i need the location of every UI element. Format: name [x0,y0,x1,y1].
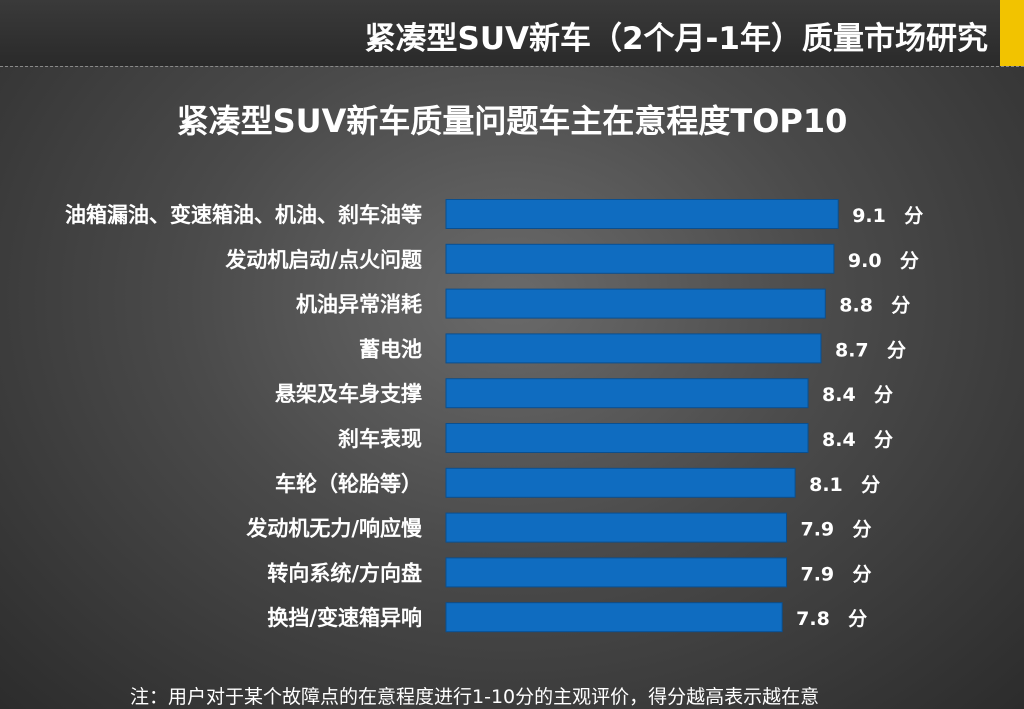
category-label: 换挡/变速箱异响 [267,606,422,630]
unit-label: 分 [904,205,923,227]
value-label: 8.4 [822,384,856,406]
footnote: 注：用户对于某个故障点的在意程度进行1-10分的主观评价，得分越高表示越在意 [130,686,820,708]
value-label: 7.9 [800,563,834,585]
bar [445,288,826,319]
category-label: 发动机启动/点火问题 [224,248,423,272]
chart-title: 紧凑型SUV新车质量问题车主在意程度TOP10 [176,102,848,140]
report-title: 紧凑型SUV新车（2个月-1年）质量市场研究 [364,21,989,57]
category-label: 刹车表现 [338,427,422,451]
bar [445,333,822,364]
category-label: 车轮（轮胎等） [275,472,422,496]
value-label: 8.1 [809,474,843,496]
bar [445,243,835,274]
unit-label: 分 [874,384,893,406]
unit-label: 分 [887,339,906,361]
value-label: 8.7 [835,339,869,361]
bar [445,602,783,633]
header-band [0,0,1024,66]
value-label: 8.8 [839,295,873,317]
unit-label: 分 [891,295,910,317]
category-label: 机油异常消耗 [296,293,422,317]
unit-label: 分 [861,474,880,496]
bar [445,423,809,453]
category-label: 悬架及车身支撑 [275,382,422,406]
bar [445,512,787,543]
bar [445,378,809,409]
bar [445,467,796,498]
unit-label: 分 [874,429,893,451]
value-label: 7.9 [800,519,834,541]
category-label: 转向系统/方向盘 [267,561,422,585]
unit-label: 分 [848,608,867,630]
unit-label: 分 [852,563,871,585]
header-divider [0,66,1024,68]
value-label: 9.1 [852,205,886,227]
bar [445,199,839,229]
category-label: 蓄电池 [359,337,422,361]
bar [445,557,787,588]
unit-label: 分 [852,519,871,541]
accent-bar [1000,0,1024,66]
value-label: 8.4 [822,429,856,451]
value-label: 9.0 [848,250,882,272]
value-label: 7.8 [796,608,830,630]
unit-label: 分 [900,250,919,272]
category-label: 发动机无力/响应慢 [245,517,423,541]
category-label: 油箱漏油、变速箱油、机油、刹车油等 [65,203,422,227]
